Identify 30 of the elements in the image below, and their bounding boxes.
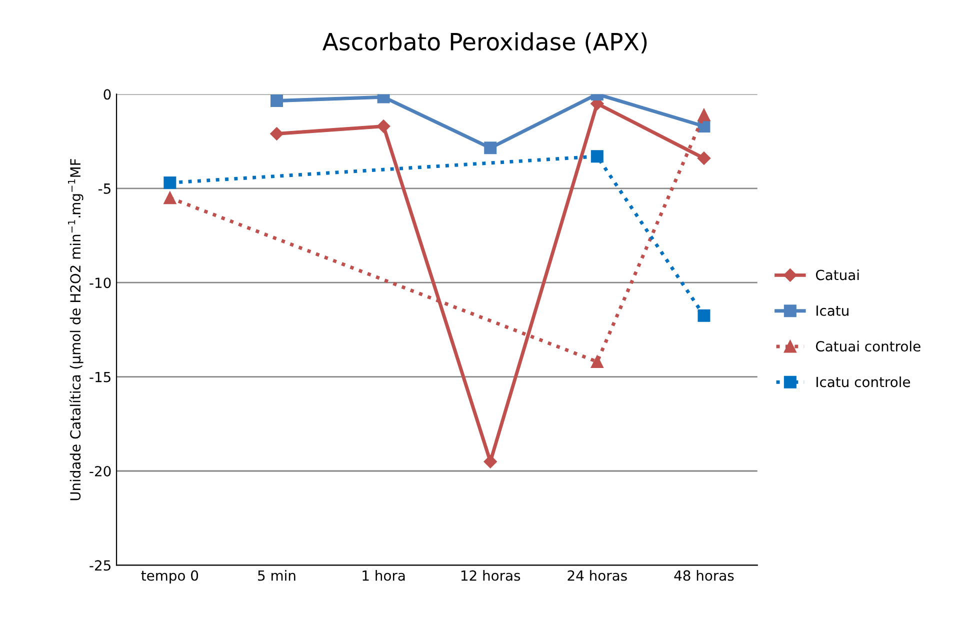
x-tick-label: 12 horas [461, 570, 520, 581]
y-tick-label: -20 [90, 466, 111, 476]
point [698, 108, 710, 122]
x-tick-label: tempo 0 [141, 570, 198, 584]
y-tick-label: -10 [90, 278, 111, 288]
point [270, 127, 284, 140]
point [590, 355, 604, 368]
y-tick-label: -25 [90, 560, 110, 571]
x-tick-label: 48 horas [674, 570, 734, 581]
point [164, 192, 176, 204]
y-tick-label: -15 [90, 372, 110, 382]
point [270, 94, 283, 108]
point [164, 176, 176, 189]
legend-label: Catuai [816, 269, 859, 280]
point [590, 150, 604, 163]
point [484, 142, 497, 154]
y-tick-label: 0 [104, 89, 111, 100]
x-tick-label: 1 hora [362, 570, 405, 581]
legend-label: Icatu controle [816, 376, 910, 388]
x-tick-label: 5 min [258, 570, 296, 581]
point [697, 152, 711, 165]
y-axis-title: Unidade Catalítica (µmol de H2O2 min$^{−1}$.mg$^{−1}$MF [68, 158, 84, 500]
legend-label: Catuai controle [816, 340, 920, 352]
x-tick-label: 24 horas [568, 570, 627, 581]
chart-title: Ascorbato Peroxidase (APX) [322, 32, 647, 54]
legend-label: Icatu [816, 306, 848, 316]
point [698, 309, 710, 322]
y-tick-label: -5 [98, 184, 110, 194]
point [376, 120, 390, 133]
point [484, 454, 497, 468]
